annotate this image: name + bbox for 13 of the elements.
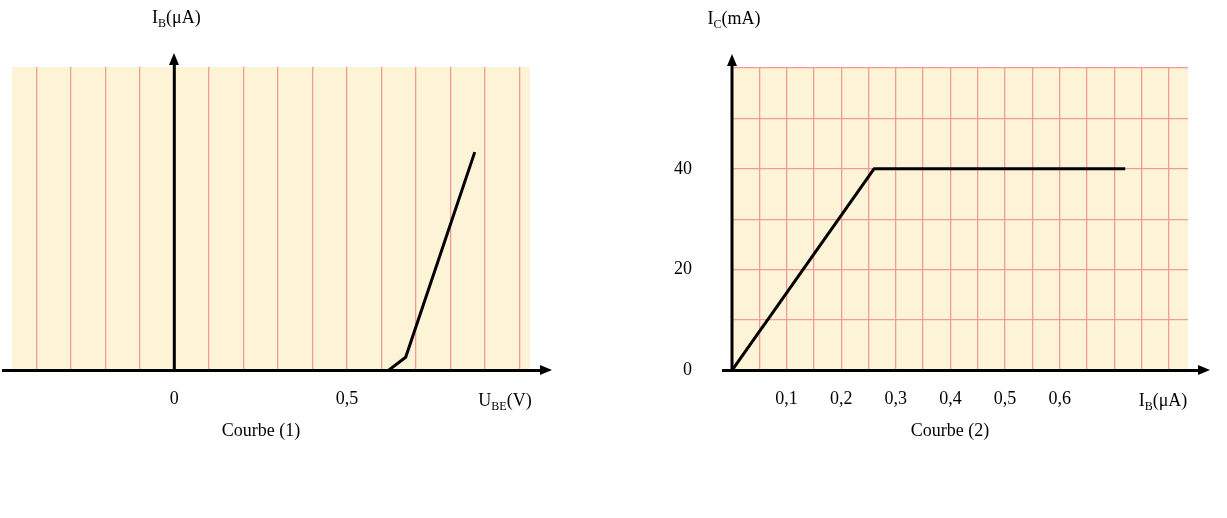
x-tick-label: 0,4 <box>939 387 962 408</box>
text: Courbe (1) <box>221 420 301 442</box>
x-tick-label: 0,1 <box>775 387 798 408</box>
x-tick-label: 0,2 <box>829 387 853 408</box>
y-tick-label: 20 <box>674 258 692 279</box>
x-tick-label: 0 <box>169 387 179 408</box>
x-tick-label: 0,3 <box>884 387 908 408</box>
x-tick-label: 0,5 <box>335 387 359 408</box>
y-tick-label: 0 <box>683 359 692 380</box>
x-tick-label: 0,5 <box>993 387 1017 408</box>
x-tick-label: 0,6 <box>1048 387 1071 408</box>
y-tick-label: 40 <box>674 157 692 178</box>
text: Courbe (2) <box>910 420 990 442</box>
